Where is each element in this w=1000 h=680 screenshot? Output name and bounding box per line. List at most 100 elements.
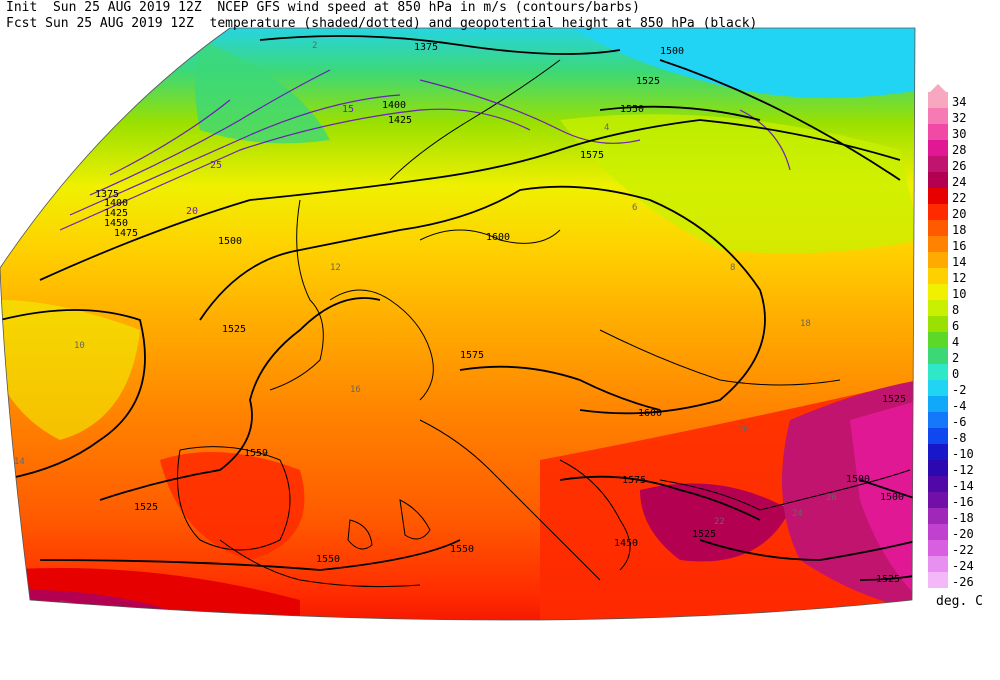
height-label: 1550 — [316, 554, 340, 565]
legend-swatch — [928, 220, 948, 236]
temp-label: 22 — [714, 517, 725, 527]
height-label: 1559 — [244, 448, 268, 459]
legend-swatch — [928, 140, 948, 156]
legend-label: -4 — [952, 399, 967, 413]
height-label: 1550 — [620, 104, 644, 115]
legend-swatch — [928, 108, 948, 124]
height-label: 1400 — [382, 100, 406, 111]
legend-units: deg. C — [936, 594, 983, 609]
height-label: 1525 — [882, 394, 906, 405]
height-label: 1375 — [414, 42, 438, 53]
legend-label: -20 — [952, 527, 974, 541]
temp-label: 10 — [74, 341, 85, 351]
height-label: 1575 — [580, 150, 604, 161]
legend-label: 24 — [952, 175, 967, 189]
height-label: 1500 — [218, 236, 242, 247]
temp-label: 8 — [730, 263, 735, 273]
legend-label: 12 — [952, 271, 967, 285]
height-label: 1500 — [846, 474, 870, 485]
legend-swatch — [928, 524, 948, 540]
legend-label: 30 — [952, 127, 967, 141]
legend-swatch — [928, 348, 948, 364]
temp-label: 18 — [800, 319, 811, 329]
legend-swatch — [928, 332, 948, 348]
height-label: 1525 — [134, 502, 158, 513]
height-label: 1500 — [660, 46, 684, 57]
legend-swatch — [928, 364, 948, 380]
height-label: 1600 — [638, 408, 662, 419]
legend-swatch — [928, 252, 948, 268]
temp-label: 14 — [14, 457, 25, 467]
height-label: 1425 — [388, 115, 412, 126]
fcst-line: Fcst Sun 25 AUG 2019 12Z temperature (sh… — [6, 16, 758, 31]
legend-label: 8 — [952, 303, 960, 317]
legend-label: -26 — [952, 575, 974, 589]
height-label: 1500 — [880, 492, 904, 503]
wind-label: 15 — [342, 104, 354, 115]
legend-swatch — [928, 188, 948, 204]
legend-label: -14 — [952, 479, 974, 493]
legend-swatch — [928, 444, 948, 460]
temp-label: 12 — [330, 263, 341, 273]
wind-label: 20 — [186, 206, 198, 217]
legend-label: 32 — [952, 111, 967, 125]
temp-label: 24 — [792, 509, 803, 519]
legend-label: 14 — [952, 255, 967, 269]
temp-label: 26 — [826, 493, 837, 503]
legend-label: 34 — [952, 95, 967, 109]
legend-swatch — [928, 124, 948, 140]
legend-swatch — [928, 508, 948, 524]
wind-label: 25 — [210, 160, 222, 171]
legend-label: 2 — [952, 351, 960, 365]
height-label: 1525 — [222, 324, 246, 335]
height-label: 1525 — [876, 574, 900, 585]
height-label: 1600 — [486, 232, 510, 243]
temp-label: 16 — [350, 385, 361, 395]
legend-label: 6 — [952, 319, 960, 333]
height-label: 1475 — [114, 228, 138, 239]
legend-swatch — [928, 572, 948, 588]
legend-label: -6 — [952, 415, 967, 429]
legend-label: 10 — [952, 287, 967, 301]
legend-label: -10 — [952, 447, 974, 461]
temp-label: 2 — [312, 41, 317, 51]
height-label: 1525 — [692, 529, 716, 540]
legend-label: 0 — [952, 367, 960, 381]
legend-label: 26 — [952, 159, 967, 173]
height-label: 1525 — [636, 76, 660, 87]
legend-label: 22 — [952, 191, 967, 205]
legend-label: -16 — [952, 495, 974, 509]
legend-swatch — [928, 396, 948, 412]
legend-swatch — [928, 460, 948, 476]
height-label: 1375 — [95, 189, 119, 200]
init-line: Init Sun 25 AUG 2019 12Z NCEP GFS wind s… — [6, 0, 640, 15]
legend-swatch — [928, 316, 948, 332]
legend-swatch — [928, 156, 948, 172]
legend-swatch — [928, 476, 948, 492]
legend-label: -2 — [952, 383, 967, 397]
temp-label: 4 — [604, 123, 609, 133]
legend-swatch — [928, 540, 948, 556]
legend-swatch — [928, 284, 948, 300]
legend-swatch — [928, 300, 948, 316]
legend-label: 4 — [952, 335, 960, 349]
legend-swatch — [928, 556, 948, 572]
height-label: 1575 — [622, 475, 646, 486]
legend-swatch — [928, 428, 948, 444]
height-label: 1550 — [450, 544, 474, 555]
legend-label: 18 — [952, 223, 967, 237]
legend-swatch — [928, 412, 948, 428]
legend-label: -22 — [952, 543, 974, 557]
legend-label: -8 — [952, 431, 967, 445]
legend-label: 20 — [952, 207, 967, 221]
height-label: 1425 — [104, 208, 128, 219]
temp-label: 6 — [632, 203, 637, 213]
legend-arrow-icon — [928, 84, 948, 94]
height-label: 1575 — [460, 350, 484, 361]
legend-swatch — [928, 492, 948, 508]
legend-swatch — [928, 236, 948, 252]
legend-label: 28 — [952, 143, 967, 157]
legend-label: -12 — [952, 463, 974, 477]
legend-swatch — [928, 172, 948, 188]
